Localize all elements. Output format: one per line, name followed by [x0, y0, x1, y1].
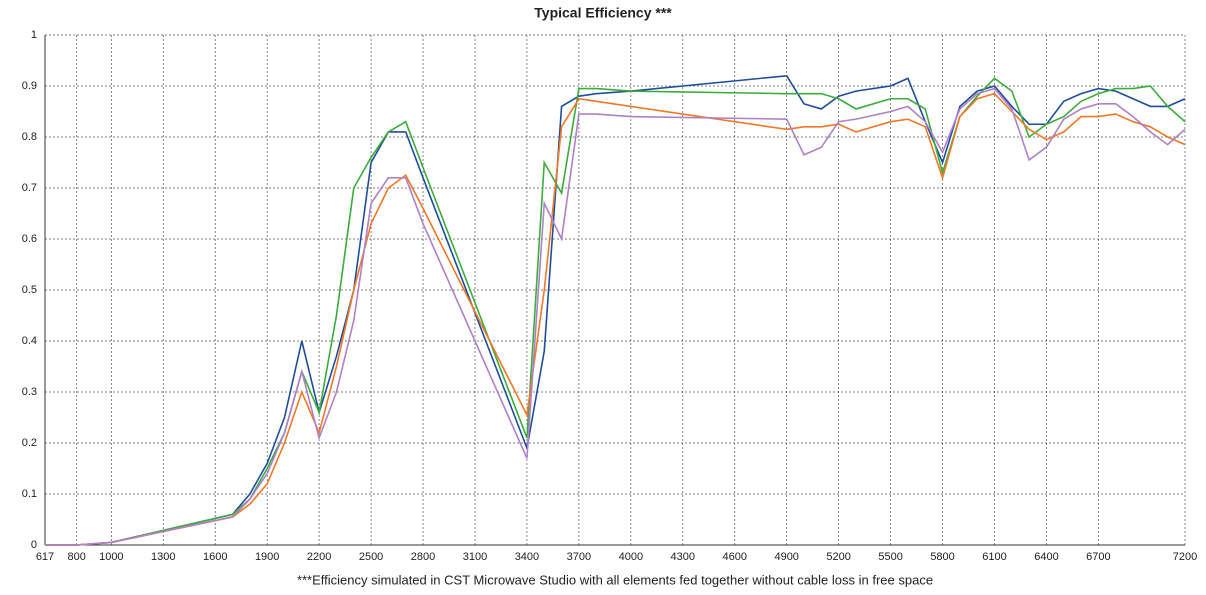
y-tick-label: 0.3: [22, 386, 37, 398]
x-tick-label: 2800: [411, 551, 435, 563]
y-tick-label: 0.7: [22, 182, 37, 194]
chart-title: Typical Efficiency ***: [534, 5, 672, 21]
x-tick-label: 1900: [255, 551, 279, 563]
x-tick-label: 800: [68, 551, 86, 563]
y-tick-label: 0.5: [22, 284, 37, 296]
y-tick-label: 0.6: [22, 233, 37, 245]
x-tick-label: 1600: [203, 551, 227, 563]
y-tick-label: 0.2: [22, 437, 37, 449]
series-line: [45, 74, 1186, 546]
x-tick-label: 6700: [1086, 551, 1110, 563]
x-tick-label: 3100: [463, 551, 487, 563]
x-tick-label: 1300: [151, 551, 175, 563]
series-line: [45, 77, 1186, 546]
series-line: [45, 87, 1186, 546]
y-tick-label: 0: [31, 539, 37, 551]
x-tick-label: 5500: [878, 551, 902, 563]
x-tick-label: 3400: [515, 551, 539, 563]
x-tick-label: 4600: [723, 551, 747, 563]
x-tick-label: 617: [36, 551, 54, 563]
y-tick-label: 0.9: [22, 80, 37, 92]
x-tick-label: 4300: [671, 551, 695, 563]
x-tick-label: 4900: [774, 551, 798, 563]
y-tick-label: 0.1: [22, 488, 37, 500]
x-tick-label: 5800: [930, 551, 954, 563]
y-tick-label: 1: [31, 29, 37, 41]
x-tick-label: 6400: [1034, 551, 1058, 563]
x-tick-label: 6100: [982, 551, 1006, 563]
x-tick-label: 5200: [826, 551, 850, 563]
x-tick-label: 2200: [307, 551, 331, 563]
x-tick-label: 2500: [359, 551, 383, 563]
x-tick-label: 3700: [567, 551, 591, 563]
x-tick-label: 4000: [619, 551, 643, 563]
y-tick-label: 0.4: [22, 335, 37, 347]
series-line: [45, 92, 1186, 546]
y-tick-label: 0.8: [22, 131, 37, 143]
footnote: ***Efficiency simulated in CST Microwave…: [297, 572, 933, 587]
x-tick-label: 7200: [1173, 551, 1197, 563]
x-tick-label: 1000: [99, 551, 123, 563]
